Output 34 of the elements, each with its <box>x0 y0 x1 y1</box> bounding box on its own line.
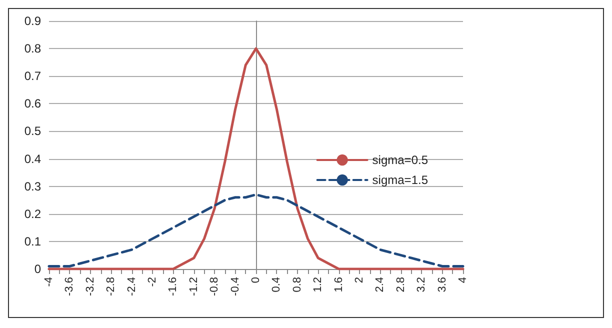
x-tick-label: -1.2 <box>188 277 200 296</box>
x-tick-label: -4 <box>43 277 55 287</box>
y-tick-label: 0.4 <box>24 152 42 166</box>
x-tick-label: 2.4 <box>374 277 386 292</box>
y-tick-label: 0.2 <box>24 206 42 221</box>
y-tick-label: 0.3 <box>24 179 42 194</box>
y-tick-label: 0.6 <box>24 96 42 111</box>
x-tick-label: -0.4 <box>229 277 242 296</box>
x-tick-label: 2.8 <box>394 277 407 292</box>
x-tick-label: 4 <box>457 277 469 284</box>
y-tick-label: 0.7 <box>24 69 42 84</box>
x-tick-label: 2 <box>354 277 366 284</box>
x-tick-label: -3.2 <box>84 277 96 296</box>
line-series <box>48 47 464 270</box>
x-tick-label: -3.6 <box>64 277 76 296</box>
legend-label: sigma=0.5 <box>372 153 428 167</box>
legend-label: sigma=1.5 <box>372 173 428 187</box>
x-tick-label: -0.8 <box>208 277 221 296</box>
y-tick-label: 0.5 <box>24 124 42 138</box>
x-tick-label: -1.6 <box>167 277 180 296</box>
x-tick-label: -2 <box>146 277 158 287</box>
x-tick-label: 3.2 <box>416 277 428 292</box>
x-tick-label: 0.4 <box>270 277 283 292</box>
x-tick-label: 1.6 <box>332 277 345 292</box>
x-tick-label: -2.8 <box>105 277 118 296</box>
x-tick-label: 0 <box>250 277 262 284</box>
x-tick-label: 0.8 <box>291 277 304 292</box>
y-tick-label: 0.9 <box>24 14 42 28</box>
x-tick-label: -2.4 <box>126 277 138 296</box>
line-series <box>48 193 464 268</box>
x-tick-label: 3.6 <box>436 277 448 292</box>
x-tick-label: 1.2 <box>312 277 324 292</box>
y-tick-label: 0.8 <box>24 42 42 56</box>
y-tick-label: 0.1 <box>24 234 42 248</box>
